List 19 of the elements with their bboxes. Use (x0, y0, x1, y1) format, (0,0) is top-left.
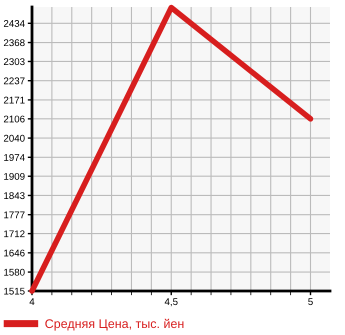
legend-label: Средняя Цена, тыс. йен (45, 318, 184, 331)
y-tick-label: 1580 (4, 268, 25, 276)
y-tick-label: 2434 (4, 20, 25, 27)
x-tick-label: 5 (308, 298, 313, 306)
y-tick-label: 2303 (4, 58, 25, 66)
y-tick-label: 2368 (4, 39, 25, 46)
y-tick-label: 1909 (4, 172, 25, 180)
y-tick-label: 1646 (4, 250, 25, 256)
y-tick-label: 2171 (4, 96, 25, 104)
y-tick-label: 1712 (4, 230, 25, 238)
y-tick-label: 1974 (4, 154, 25, 161)
x-tick-label: 4 (30, 298, 34, 305)
y-tick-label: 1843 (4, 192, 25, 200)
y-tick-label: 1515 (4, 288, 25, 295)
y-tick-label: 2237 (4, 77, 25, 84)
y-tick-label: 2040 (4, 134, 25, 142)
y-tick-label: 1777 (4, 212, 25, 218)
y-tick-label: 2106 (4, 116, 25, 122)
x-tick-label: 4,5 (164, 298, 178, 306)
